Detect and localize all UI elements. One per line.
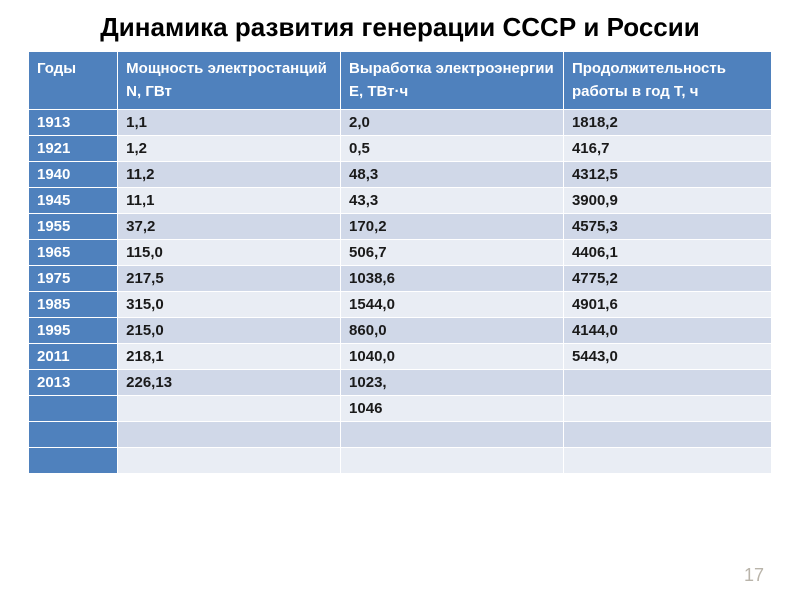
cell: 4775,2 xyxy=(563,266,771,292)
cell-year: 1985 xyxy=(29,292,118,318)
slide-container: Динамика развития генерации СССР и Росси… xyxy=(0,0,800,600)
table-row: 1945 11,1 43,3 3900,9 xyxy=(29,188,772,214)
table-body: 1913 1,1 2,0 1818,2 1921 1,2 0,5 416,7 1… xyxy=(29,110,772,474)
cell-year: 1975 xyxy=(29,266,118,292)
table-row: 1940 11,2 48,3 4312,5 xyxy=(29,162,772,188)
cell-year xyxy=(29,448,118,474)
cell-year: 1913 xyxy=(29,110,118,136)
cell xyxy=(563,448,771,474)
cell: 860,0 xyxy=(341,318,564,344)
cell: 4406,1 xyxy=(563,240,771,266)
cell: 215,0 xyxy=(118,318,341,344)
table-row: 1046 xyxy=(29,396,772,422)
cell: 217,5 xyxy=(118,266,341,292)
cell-year: 2011 xyxy=(29,344,118,370)
cell-year: 1945 xyxy=(29,188,118,214)
cell-year: 1965 xyxy=(29,240,118,266)
table-row: 2013 226,13 1023, xyxy=(29,370,772,396)
cell: 4144,0 xyxy=(563,318,771,344)
table-row: 1955 37,2 170,2 4575,3 xyxy=(29,214,772,240)
cell: 1544,0 xyxy=(341,292,564,318)
cell: 5443,0 xyxy=(563,344,771,370)
cell xyxy=(341,448,564,474)
cell-year xyxy=(29,422,118,448)
cell: 3900,9 xyxy=(563,188,771,214)
cell: 0,5 xyxy=(341,136,564,162)
slide-title: Динамика развития генерации СССР и Росси… xyxy=(28,12,772,43)
cell: 4312,5 xyxy=(563,162,771,188)
col-duration-l1: Продолжительность работы в год T, ч xyxy=(572,60,726,100)
cell: 1038,6 xyxy=(341,266,564,292)
cell: 1040,0 xyxy=(341,344,564,370)
cell: 43,3 xyxy=(341,188,564,214)
cell xyxy=(118,448,341,474)
cell: 1,2 xyxy=(118,136,341,162)
cell-year: 1995 xyxy=(29,318,118,344)
cell xyxy=(563,396,771,422)
cell xyxy=(118,396,341,422)
table-row: 1921 1,2 0,5 416,7 xyxy=(29,136,772,162)
table-row: 1975 217,5 1038,6 4775,2 xyxy=(29,266,772,292)
col-years: Годы xyxy=(29,52,118,110)
table-row: 2011 218,1 1040,0 5443,0 xyxy=(29,344,772,370)
col-duration: Продолжительность работы в год T, ч xyxy=(563,52,771,110)
cell xyxy=(563,370,771,396)
cell: 1023, xyxy=(341,370,564,396)
cell: 416,7 xyxy=(563,136,771,162)
cell: 218,1 xyxy=(118,344,341,370)
cell-year: 2013 xyxy=(29,370,118,396)
cell: 37,2 xyxy=(118,214,341,240)
table-row xyxy=(29,448,772,474)
cell: 226,13 xyxy=(118,370,341,396)
cell-year: 1940 xyxy=(29,162,118,188)
cell: 4901,6 xyxy=(563,292,771,318)
table-header-row: Годы Мощность электростанций N, ГВт Выра… xyxy=(29,52,772,110)
cell: 506,7 xyxy=(341,240,564,266)
cell: 2,0 xyxy=(341,110,564,136)
page-number: 17 xyxy=(744,565,764,586)
cell xyxy=(563,422,771,448)
cell: 115,0 xyxy=(118,240,341,266)
col-capacity: Мощность электростанций N, ГВт xyxy=(118,52,341,110)
cell: 170,2 xyxy=(341,214,564,240)
cell: 48,3 xyxy=(341,162,564,188)
cell-year xyxy=(29,396,118,422)
cell: 1,1 xyxy=(118,110,341,136)
table-row xyxy=(29,422,772,448)
cell xyxy=(341,422,564,448)
cell-year: 1955 xyxy=(29,214,118,240)
cell xyxy=(118,422,341,448)
cell: 1046 xyxy=(341,396,564,422)
table-row: 1965 115,0 506,7 4406,1 xyxy=(29,240,772,266)
table-row: 1995 215,0 860,0 4144,0 xyxy=(29,318,772,344)
col-output: Выработка электроэнергии E, ТВт·ч xyxy=(341,52,564,110)
table-row: 1985 315,0 1544,0 4901,6 xyxy=(29,292,772,318)
cell: 315,0 xyxy=(118,292,341,318)
table-row: 1913 1,1 2,0 1818,2 xyxy=(29,110,772,136)
cell: 11,1 xyxy=(118,188,341,214)
data-table: Годы Мощность электростанций N, ГВт Выра… xyxy=(28,51,772,474)
cell: 11,2 xyxy=(118,162,341,188)
cell: 4575,3 xyxy=(563,214,771,240)
cell-year: 1921 xyxy=(29,136,118,162)
cell: 1818,2 xyxy=(563,110,771,136)
